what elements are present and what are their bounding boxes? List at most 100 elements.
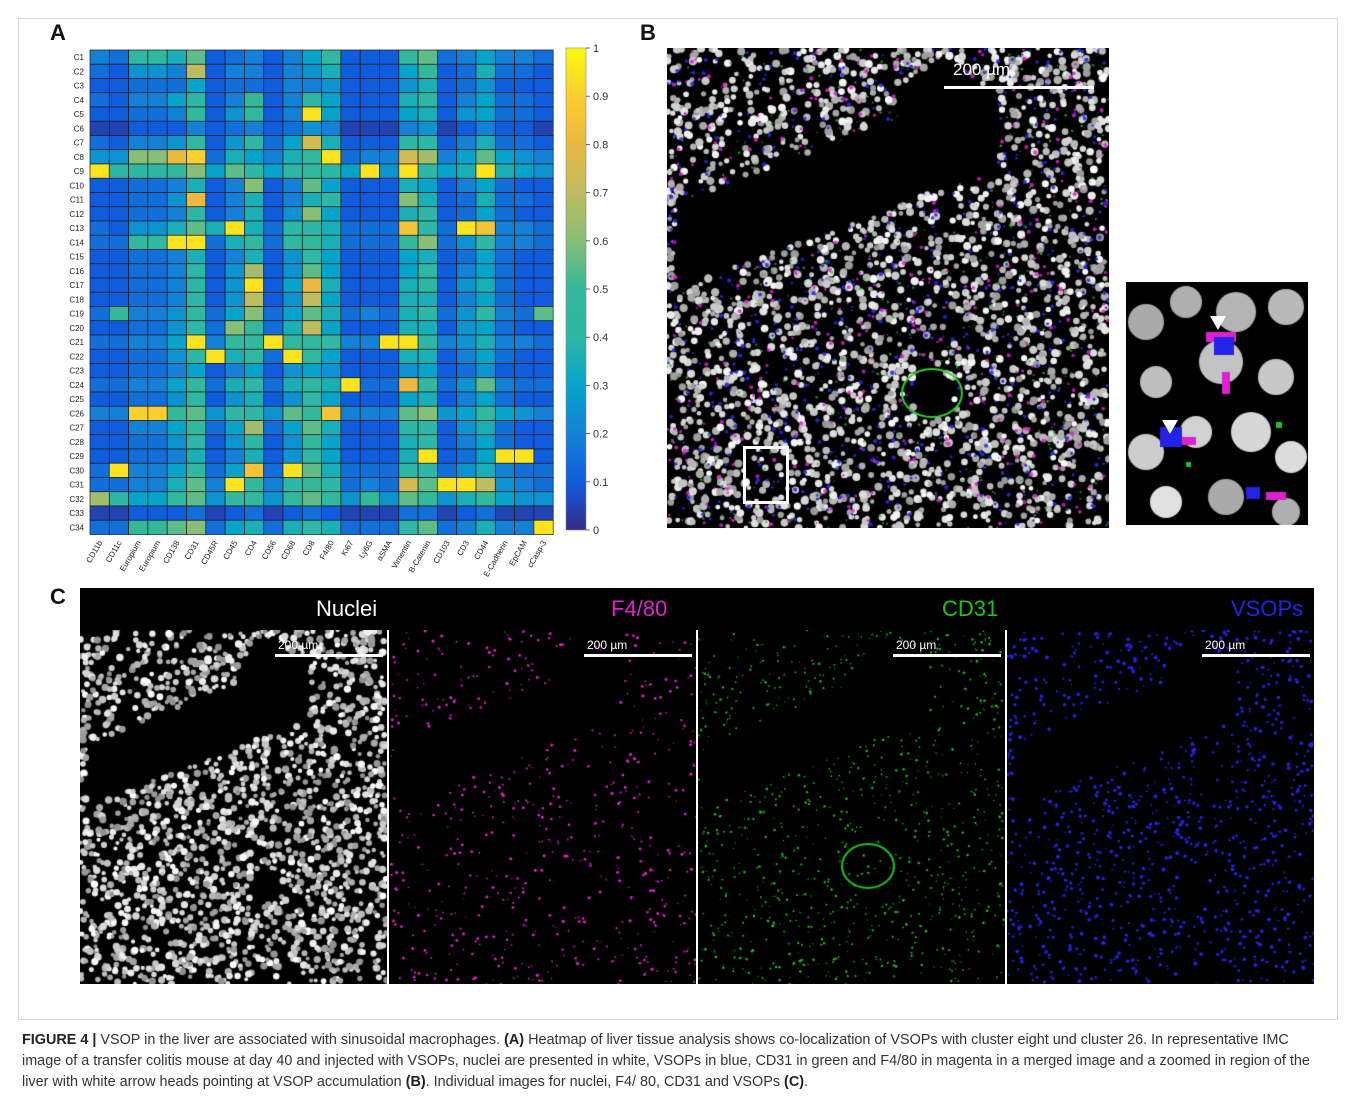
heatmap-cell — [456, 505, 477, 521]
heatmap-cell — [494, 234, 515, 250]
heatmap-cell — [379, 505, 400, 521]
heatmap-cell — [301, 519, 322, 535]
cd31-channel-image: 200 µm — [698, 630, 1005, 984]
heatmap-row-label: C31 — [69, 481, 84, 490]
heatmap-cell — [186, 63, 207, 79]
heatmap-cell — [224, 320, 245, 336]
heatmap-cell — [475, 405, 496, 421]
heatmap-cell — [514, 78, 535, 94]
heatmap-cell — [224, 49, 245, 65]
heatmap-cell — [205, 149, 226, 165]
heatmap-cell — [359, 462, 380, 478]
heatmap-cell — [437, 220, 458, 236]
heatmap-cell — [128, 192, 149, 208]
heatmap-cell — [475, 277, 496, 293]
heatmap-cell — [340, 120, 361, 136]
scalebar-line — [275, 654, 383, 657]
caption-text-3: . — [804, 1074, 809, 1090]
heatmap-cell — [186, 78, 207, 94]
heatmap-cell — [514, 448, 535, 464]
heatmap-cell — [301, 434, 322, 450]
colorbar-tick-label: 0.3 — [593, 380, 608, 392]
heatmap-cell — [494, 63, 515, 79]
heatmap-cell — [128, 163, 149, 179]
heatmap-cell — [437, 49, 458, 65]
heatmap-row-label: C13 — [69, 224, 84, 233]
heatmap-cell — [475, 149, 496, 165]
heatmap-row-label: C34 — [69, 523, 84, 532]
heatmap-cell — [379, 92, 400, 108]
heatmap-cell — [475, 491, 496, 507]
heatmap-cell — [417, 405, 438, 421]
heatmap-cell — [147, 249, 168, 265]
heatmap-cell — [166, 220, 187, 236]
heatmap-cell — [417, 92, 438, 108]
heatmap-cell — [282, 78, 303, 94]
heatmap-cell — [417, 163, 438, 179]
heatmap-cell — [514, 291, 535, 307]
heatmap-cell — [108, 163, 129, 179]
heatmap-cell — [205, 277, 226, 293]
heatmap-cell — [282, 519, 303, 535]
heatmap-cell — [282, 491, 303, 507]
heatmap-cell — [456, 491, 477, 507]
heatmap-cell — [244, 434, 265, 450]
heatmap-cell — [166, 249, 187, 265]
heatmap-cell — [340, 405, 361, 421]
heatmap-cell — [301, 177, 322, 193]
heatmap-cell — [533, 92, 554, 108]
heatmap-cell — [359, 505, 380, 521]
heatmap-cell — [417, 135, 438, 151]
heatmap-cell — [89, 220, 110, 236]
heatmap-cell — [282, 434, 303, 450]
heatmap-cell — [224, 377, 245, 393]
heatmap-cell — [359, 306, 380, 322]
heatmap-cell — [417, 192, 438, 208]
heatmap-cell — [89, 135, 110, 151]
heatmap-cell — [108, 277, 129, 293]
heatmap-cell — [263, 405, 284, 421]
heatmap-cell — [282, 92, 303, 108]
heatmap-cell — [321, 377, 342, 393]
heatmap-cell — [89, 106, 110, 122]
panel-label-a: A — [50, 20, 66, 45]
heatmap-cell — [89, 420, 110, 436]
heatmap-cell — [514, 377, 535, 393]
heatmap-cell — [282, 192, 303, 208]
heatmap-cell — [475, 249, 496, 265]
zoom-inset-image — [1126, 282, 1308, 525]
heatmap-cell — [147, 63, 168, 79]
heatmap-cell — [475, 505, 496, 521]
heatmap-cell — [321, 505, 342, 521]
heatmap-cell — [282, 249, 303, 265]
heatmap-cell — [128, 291, 149, 307]
heatmap-cell — [514, 277, 535, 293]
heatmap-cell — [437, 149, 458, 165]
heatmap-cell — [282, 163, 303, 179]
heatmap-cell — [128, 462, 149, 478]
heatmap-cell — [533, 78, 554, 94]
heatmap-cell — [359, 448, 380, 464]
heatmap-cell — [340, 391, 361, 407]
heatmap-cell — [340, 491, 361, 507]
heatmap-cell — [186, 92, 207, 108]
heatmap-cell — [205, 249, 226, 265]
heatmap-cell — [321, 462, 342, 478]
heatmap-cell — [398, 63, 419, 79]
scalebar-label: 200 µm — [587, 638, 628, 652]
heatmap-cell — [224, 405, 245, 421]
heatmap-cell — [514, 163, 535, 179]
heatmap-cell — [205, 334, 226, 350]
heatmap-column-label: αSMA — [375, 538, 394, 562]
heatmap-cell — [494, 135, 515, 151]
heatmap-cell — [379, 491, 400, 507]
heatmap-cell — [147, 405, 168, 421]
heatmap-cell — [166, 78, 187, 94]
heatmap-cell — [417, 206, 438, 222]
heatmap-cell — [301, 491, 322, 507]
heatmap-cell — [282, 306, 303, 322]
heatmap-cell — [205, 391, 226, 407]
scalebar-label: 200 µm — [1205, 638, 1246, 652]
heatmap-cell — [456, 363, 477, 379]
